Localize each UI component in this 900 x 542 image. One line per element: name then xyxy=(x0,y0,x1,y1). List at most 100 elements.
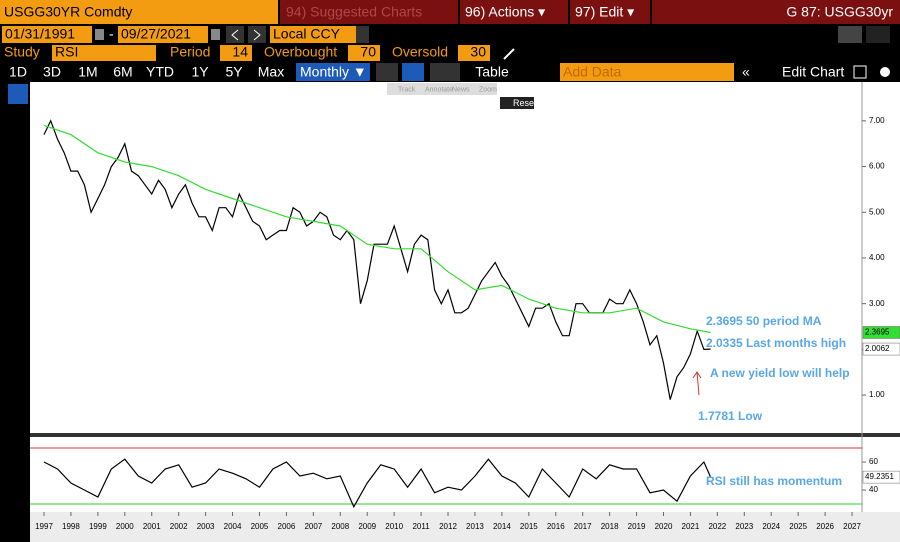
edit: 97) Edit ▾ xyxy=(575,4,634,20)
actions: 96) Actions ▾ xyxy=(465,4,545,20)
period-input[interactable] xyxy=(220,45,252,61)
y-tick-label: 40 xyxy=(869,485,878,494)
x-tick-label: 2002 xyxy=(170,522,188,531)
x-tick-label: 1998 xyxy=(62,522,80,531)
edit-chart[interactable]: Edit Chart xyxy=(782,64,844,80)
current-value-box xyxy=(862,326,900,339)
mini-tool[interactable]: Annotate xyxy=(425,86,453,93)
series-line xyxy=(43,458,712,509)
add-data: Add Data xyxy=(563,64,622,80)
add-data-input[interactable] xyxy=(560,63,734,81)
calendar-icon[interactable] xyxy=(211,29,220,40)
reset-button[interactable] xyxy=(500,97,534,109)
current-value: 49.2351 xyxy=(865,472,894,481)
x-tick-label: 2011 xyxy=(412,522,430,531)
y-tick-label: 5.00 xyxy=(869,207,885,216)
start-date: 01/31/1991 xyxy=(5,26,75,42)
cursor-tool[interactable] xyxy=(8,84,28,104)
x-tick-label: 2000 xyxy=(116,522,134,531)
x-tick-label: 2007 xyxy=(304,522,322,531)
current-value: 2.3695 xyxy=(865,328,890,337)
annotation: A new yield low will help xyxy=(710,366,850,380)
currency-dropdown[interactable] xyxy=(356,26,369,43)
x-tick-label: 2013 xyxy=(466,522,484,531)
overbought-input[interactable] xyxy=(348,45,380,61)
range-button[interactable]: 3D xyxy=(43,64,61,80)
x-tick-label: 2015 xyxy=(520,522,538,531)
type-dropdown[interactable] xyxy=(430,63,460,81)
undo-button[interactable] xyxy=(838,26,862,43)
table[interactable]: Table xyxy=(475,64,509,80)
mini-tool[interactable]: Zoom xyxy=(479,86,497,93)
x-tick-label: 2023 xyxy=(735,522,753,531)
start-input[interactable] xyxy=(2,26,92,43)
page-id: G 87: USGG30yr xyxy=(786,4,893,20)
suggested: 94) Suggested Charts xyxy=(286,4,422,20)
resize-icon[interactable] xyxy=(853,65,867,79)
prev-button[interactable] xyxy=(226,26,244,43)
range-button[interactable]: 6M xyxy=(113,64,132,80)
bar-icon[interactable] xyxy=(402,63,424,81)
x-tick-label: 2022 xyxy=(708,522,726,531)
x-tick-label: 2024 xyxy=(762,522,780,531)
y-tick-label: 1.00 xyxy=(869,390,885,399)
study-input[interactable] xyxy=(52,45,156,61)
annotation-arrow xyxy=(692,371,702,396)
x-tick-label: 1997 xyxy=(35,522,53,531)
calendar-icon[interactable] xyxy=(95,29,104,40)
collapse-icon[interactable]: « xyxy=(742,64,750,80)
frequency-button[interactable] xyxy=(296,63,370,81)
currency-input[interactable] xyxy=(270,26,356,43)
edit-button[interactable] xyxy=(570,0,650,24)
page-box xyxy=(652,0,900,24)
y-tick-label: 3.00 xyxy=(869,299,885,308)
x-tick-label: 2027 xyxy=(843,522,861,531)
next-button[interactable] xyxy=(248,26,266,43)
line-icon[interactable] xyxy=(376,63,398,81)
currency: Local CCY xyxy=(273,26,341,42)
overbought: 70 xyxy=(360,44,376,60)
x-tick-label: 2004 xyxy=(224,522,242,531)
x-tick-label: 2017 xyxy=(574,522,592,531)
x-tick-label: 2019 xyxy=(628,522,646,531)
x-tick-label: 2008 xyxy=(331,522,349,531)
annotation: RSI still has momentum xyxy=(706,474,842,488)
range-button[interactable]: YTD xyxy=(146,64,174,80)
annotation: 2.3695 50 period MA xyxy=(706,314,822,328)
range-button[interactable]: 1Y xyxy=(191,64,209,80)
redo-button[interactable] xyxy=(866,26,890,43)
y-tick-label: 4.00 xyxy=(869,253,885,262)
current-value-box xyxy=(862,342,900,356)
end-date: 09/27/2021 xyxy=(121,26,191,42)
period-label: Period xyxy=(170,44,210,60)
rsi-panel xyxy=(30,437,900,512)
x-axis-panel xyxy=(30,512,900,542)
period: 14 xyxy=(232,44,248,60)
mini-toolbar xyxy=(387,83,497,95)
actions-button[interactable] xyxy=(460,0,568,24)
range-button[interactable]: Max xyxy=(258,64,284,80)
oversold: 30 xyxy=(470,44,486,60)
x-tick-label: 2020 xyxy=(655,522,673,531)
x-tick-label: 2021 xyxy=(682,522,700,531)
mini-tool[interactable]: Track xyxy=(398,86,416,93)
end-input[interactable] xyxy=(118,26,208,43)
x-tick-label: 2010 xyxy=(385,522,403,531)
settings-icon[interactable] xyxy=(880,67,890,77)
x-tick-label: 2018 xyxy=(601,522,619,531)
x-tick-label: 2026 xyxy=(816,522,834,531)
panel-divider xyxy=(30,433,900,437)
y-tick-label: 7.00 xyxy=(869,116,885,125)
range-button[interactable]: 5Y xyxy=(225,64,243,80)
pencil-icon[interactable] xyxy=(503,48,515,60)
oversold-input[interactable] xyxy=(458,45,490,61)
mini-tool[interactable]: News xyxy=(452,86,470,93)
range-button[interactable]: 1D xyxy=(9,64,27,80)
suggested-button[interactable] xyxy=(280,0,458,24)
x-tick-label: 2006 xyxy=(278,522,296,531)
reset: Reset xyxy=(513,98,537,108)
range-button[interactable]: 1M xyxy=(78,64,97,80)
x-tick-label: 2003 xyxy=(197,522,215,531)
security-box[interactable] xyxy=(0,0,278,24)
